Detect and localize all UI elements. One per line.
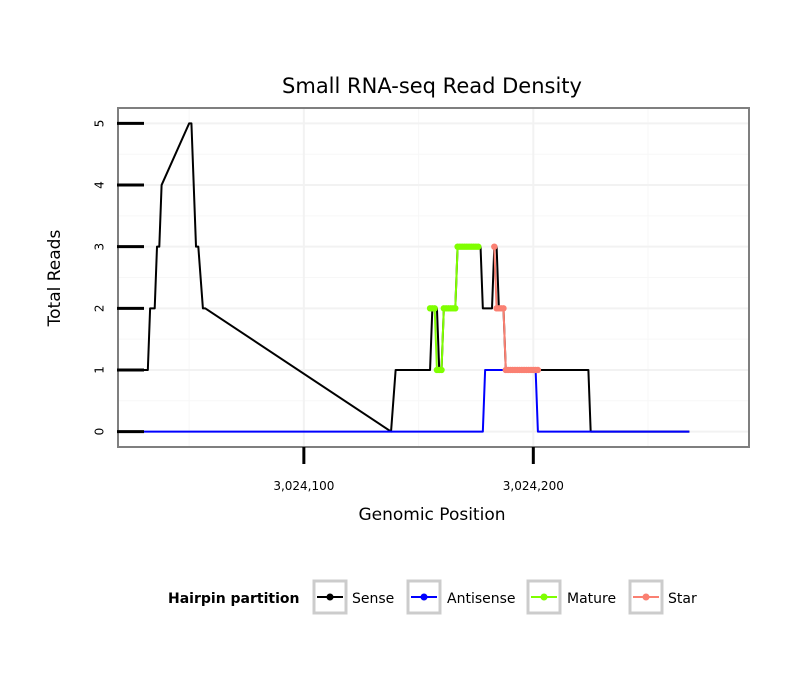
- data-point-star: [500, 305, 507, 312]
- grid-minor: [118, 108, 749, 447]
- legend-key-point-sense: [326, 593, 334, 601]
- x-axis: 3,024,100 3,024,200: [273, 447, 564, 493]
- legend-label-antisense: Antisense: [447, 591, 516, 607]
- legend-title: Hairpin partition: [168, 591, 299, 607]
- x-tick-label: 3,024,200: [503, 479, 564, 493]
- x-tick-label: 3,024,100: [273, 479, 334, 493]
- legend-item-star: Star: [628, 579, 697, 615]
- legend-key-point-star: [642, 593, 650, 601]
- y-tick-label: 5: [93, 120, 107, 128]
- data-point-mature: [438, 366, 445, 374]
- data-point-mature: [452, 305, 459, 312]
- data-point-star: [534, 366, 542, 374]
- legend-item-antisense: Antisense: [406, 579, 516, 615]
- series-line-antisense: [134, 368, 690, 433]
- y-axis-title: Total Reads: [45, 230, 65, 328]
- legend-key-point-mature: [540, 593, 548, 601]
- legend-item-sense: Sense: [312, 579, 394, 615]
- series-star: [491, 243, 542, 374]
- legend-label-sense: Sense: [352, 591, 394, 607]
- legend-item-mature: Mature: [526, 579, 616, 615]
- y-tick-label: 1: [93, 366, 107, 374]
- y-axis: 0 1 2 3 4 5: [93, 120, 144, 436]
- series-mature: [426, 243, 482, 374]
- data-point-mature: [475, 243, 482, 250]
- legend: Hairpin partition Sense Antisense Mature St…: [168, 579, 697, 615]
- plot-panel-border: [117, 107, 750, 448]
- y-tick-label: 4: [93, 181, 107, 189]
- series-layer: [134, 122, 690, 433]
- y-tick-label: 0: [93, 428, 107, 436]
- legend-label-star: Star: [668, 591, 697, 607]
- y-tick-label: 2: [93, 304, 107, 312]
- series-antisense: [134, 368, 690, 433]
- y-tick-label: 3: [93, 243, 107, 251]
- data-point-star: [491, 243, 498, 250]
- chart-title: Small RNA-seq Read Density: [282, 74, 582, 98]
- x-axis-title: Genomic Position: [358, 505, 505, 525]
- legend-label-mature: Mature: [567, 591, 616, 607]
- data-point-mature: [431, 305, 438, 312]
- legend-key-point-antisense: [420, 593, 428, 601]
